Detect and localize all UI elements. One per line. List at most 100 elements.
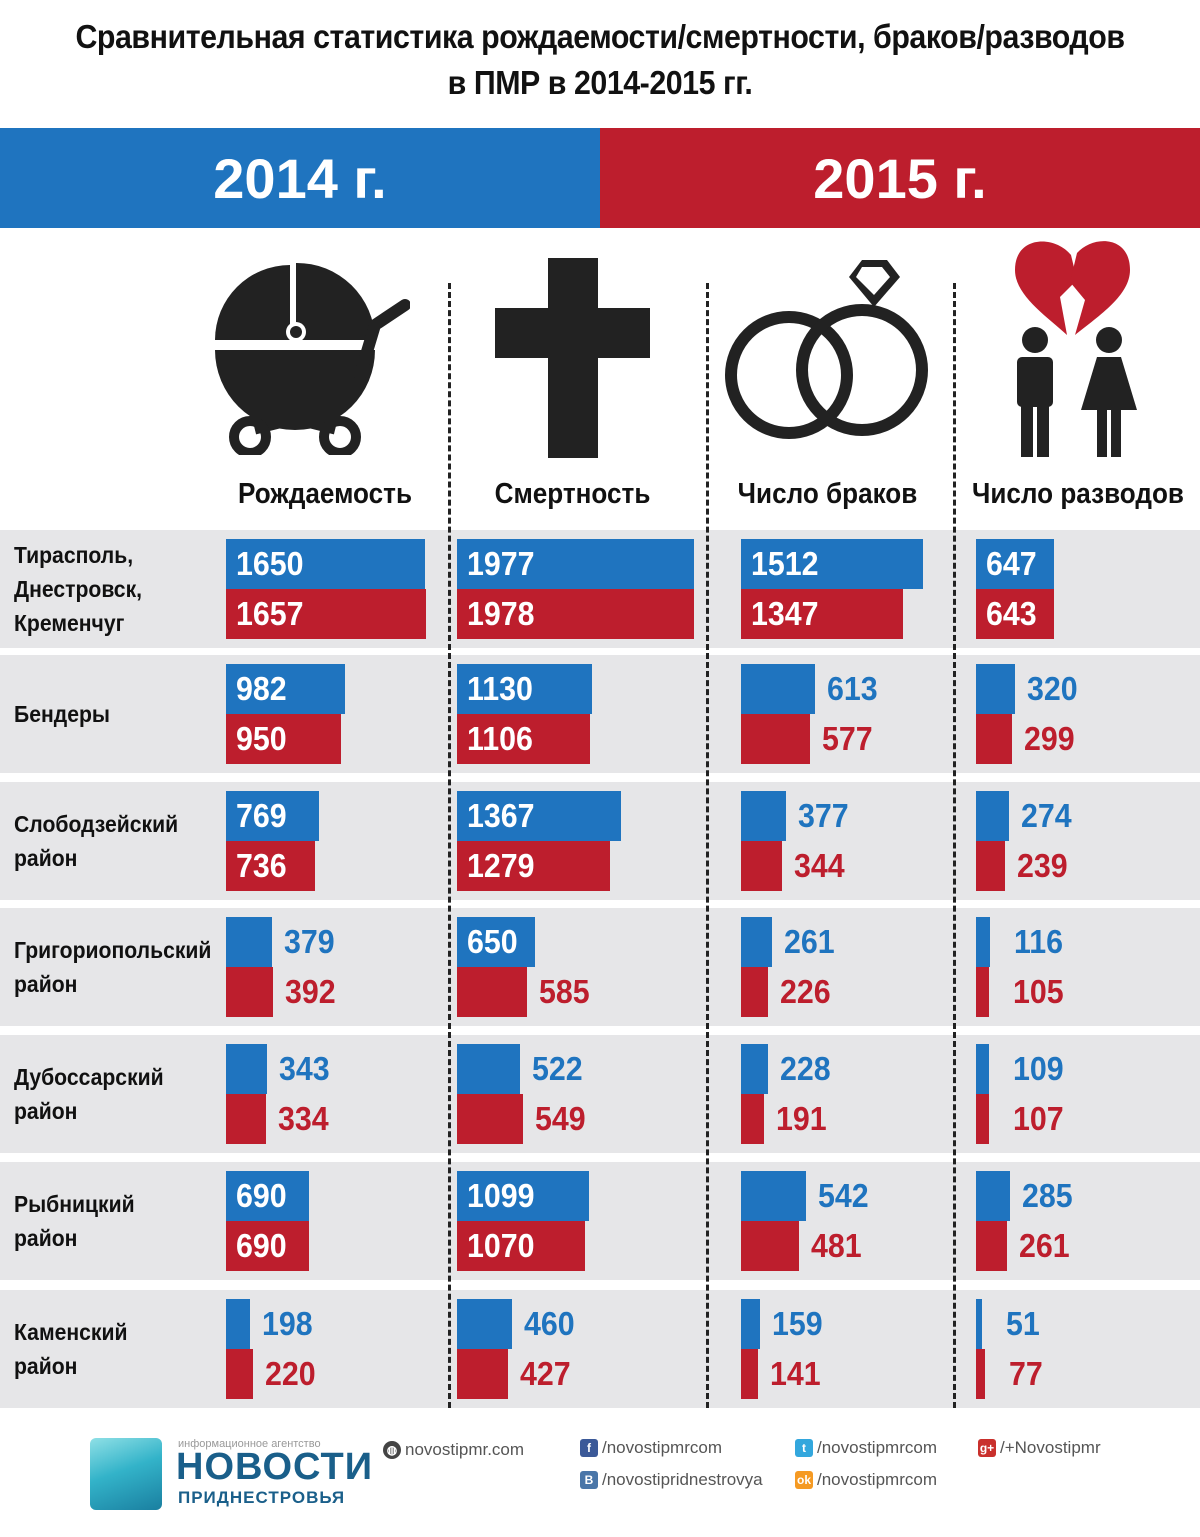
divorces-value-2015: 105 [1013,973,1064,1010]
divorces-bar-2014 [976,539,1054,589]
deaths-value-2015: 1070 [467,1227,535,1264]
region-name: Бендеры [14,697,110,731]
marriages-value-2014: 228 [780,1050,831,1087]
region-name: Слободзейский район [14,807,178,875]
divorces-value-2014: 320 [1027,670,1078,707]
marriages-value-2015: 141 [770,1355,821,1392]
region-name-line: Бендеры [14,701,110,727]
column-label-marriages: Число браков [737,478,918,510]
deaths-value-2014: 1099 [467,1177,535,1214]
column-label-deaths: Смертность [494,478,651,510]
facebook-link[interactable]: f /novostipmrcom [580,1438,722,1458]
deaths-value-2015: 1978 [467,595,535,632]
column-label-births: Рождаемость [237,478,413,510]
deaths-bar-2015 [457,1349,508,1399]
births-bar-2015 [226,714,341,764]
region-name: Григориопольский район [14,933,211,1001]
divorces-bar-2015 [976,1349,985,1399]
marriages-bar-2015 [741,589,903,639]
deaths-bar-2015 [457,714,590,764]
region-name-line: Днестровск, [14,576,143,602]
births-value-2015: 1657 [236,595,304,632]
region-name-line: район [14,1353,78,1379]
marriages-value-2015: 344 [794,847,845,884]
deaths-bar-2015 [457,1094,523,1144]
births-value-2014: 690 [236,1177,287,1214]
footer: информационное агентство НОВОСТИ ПРИДНЕС… [0,1420,1200,1537]
births-bar-2014 [226,791,319,841]
website-link[interactable]: ◍ novostipmr.com [383,1440,524,1460]
table-row [0,1290,1200,1408]
births-bar-2015 [226,1349,253,1399]
deaths-bar-2015 [457,841,610,891]
divorces-value-2015: 299 [1024,720,1075,757]
divorces-value-2015: 77 [1009,1355,1043,1392]
divorces-value-2014: 109 [1013,1050,1064,1087]
region-name-line: район [14,1225,78,1251]
vkontakte-link[interactable]: B /novostipridnestrovya [580,1470,763,1490]
google-plus-icon: g+ [978,1439,996,1457]
births-value-2014: 343 [279,1050,330,1087]
logo-title: НОВОСТИ [176,1446,374,1488]
logo-tagline: информационное агентство [178,1438,321,1450]
region-name: Дубоссарский район [14,1060,164,1128]
marriages-value-2014: 377 [798,797,849,834]
divorces-value-2014: 647 [986,545,1037,582]
baby-stroller-icon [215,262,410,455]
year-2015-header: 2015 г. [600,128,1200,228]
region-name-line: Кременчуг [14,610,125,636]
broken-heart-couple-icon [1015,241,1137,457]
deaths-bar-2014 [457,1044,520,1094]
births-bar-2015 [226,841,315,891]
marriages-value-2015: 226 [780,973,831,1010]
odnoklassniki-icon: ok [795,1471,813,1489]
births-bar-2014 [226,539,425,589]
deaths-bar-2014 [457,791,621,841]
twitter-text: /novostipmrcom [817,1438,937,1457]
divorces-bar-2015 [976,967,989,1017]
region-name-line: район [14,971,78,997]
google-plus-link[interactable]: g+ /+Novostipmr [978,1438,1101,1458]
column-divider [706,283,709,1408]
marriages-bar-2015 [741,1094,764,1144]
odnoklassniki-link[interactable]: ok /novostipmrcom [795,1470,937,1490]
column-divider [448,283,451,1408]
cross-icon [495,258,650,458]
region-name-line: район [14,1098,78,1124]
divorces-bar-2015 [976,1221,1007,1271]
marriages-value-2014: 542 [818,1177,869,1214]
deaths-value-2014: 650 [467,923,518,960]
divorces-bar-2014 [976,791,1009,841]
deaths-value-2014: 1367 [467,797,535,834]
births-value-2015: 220 [265,1355,316,1392]
divorces-value-2015: 261 [1019,1227,1070,1264]
website-text: novostipmr.com [405,1440,525,1459]
region-name: Рыбницкий район [14,1187,135,1255]
births-value-2015: 950 [236,720,287,757]
twitter-link[interactable]: t /novostipmrcom [795,1438,937,1458]
column-label-divorces: Число разводов [972,478,1184,510]
divorces-bar-2014 [976,664,1015,714]
deaths-bar-2014 [457,664,592,714]
marriages-bar-2015 [741,714,810,764]
marriages-bar-2014 [741,917,772,967]
deaths-bar-2014 [457,1299,512,1349]
divorces-bar-2014 [976,1171,1010,1221]
deaths-value-2015: 427 [520,1355,571,1392]
births-value-2015: 736 [236,847,287,884]
divorces-bar-2014 [976,917,990,967]
births-value-2014: 1650 [236,545,304,582]
facebook-text: /novostipmrcom [602,1438,722,1457]
marriages-bar-2014 [741,791,786,841]
births-bar-2014 [226,1299,250,1349]
marriages-bar-2015 [741,841,782,891]
births-bar-2014 [226,1044,267,1094]
google-plus-text: /+Novostipmr [1000,1438,1101,1457]
title-line-1: Сравнительная статистика рождаемости/сме… [75,18,1125,55]
marriages-bar-2015 [741,1221,799,1271]
divorces-value-2015: 239 [1017,847,1068,884]
marriages-bar-2015 [741,967,768,1017]
divorces-bar-2014 [976,1044,989,1094]
marriages-bar-2014 [741,1171,806,1221]
marriages-value-2015: 1347 [751,595,819,632]
